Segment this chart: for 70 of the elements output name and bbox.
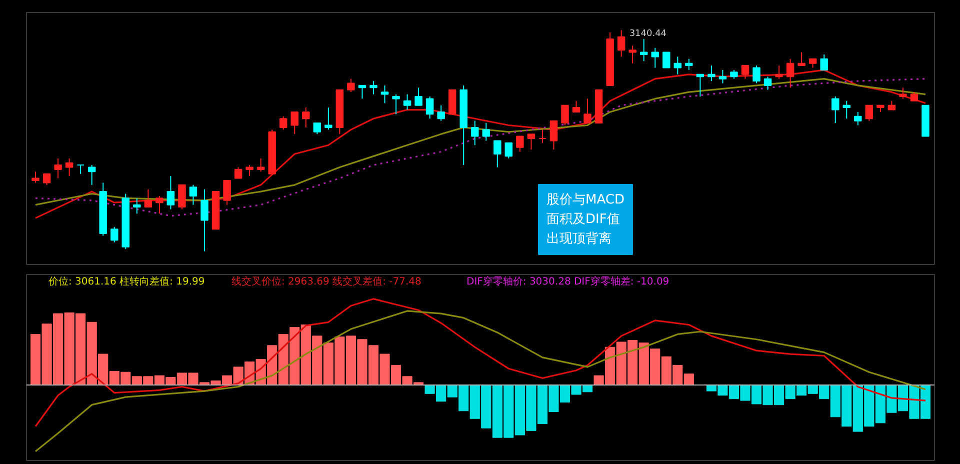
candlestick — [133, 198, 141, 214]
candlestick — [347, 78, 355, 93]
candlestick — [820, 54, 828, 70]
candlestick — [899, 87, 907, 100]
candlestick — [685, 58, 693, 70]
candlestick — [550, 120, 558, 150]
candlestick — [234, 166, 242, 179]
candlestick — [223, 180, 231, 206]
candlestick — [628, 45, 636, 64]
candlestick — [617, 30, 626, 58]
candlestick — [741, 65, 750, 80]
candlestick — [696, 74, 704, 97]
candlestick — [561, 104, 569, 126]
candlestick — [798, 52, 806, 66]
candlestick — [651, 47, 659, 68]
candlestick — [178, 184, 186, 210]
text: DIF穿零轴价: 3030.28 DIF穿零轴差: -10.09 — [466, 276, 670, 288]
candlestick — [854, 111, 862, 126]
candlestick — [290, 111, 298, 135]
candlestick — [414, 87, 422, 106]
candlestick — [584, 98, 592, 124]
annotation: 3140.44 — [629, 29, 667, 40]
candlestick — [662, 52, 670, 68]
candlestick — [865, 104, 874, 122]
candlestick — [166, 176, 175, 210]
candlestick — [516, 136, 524, 152]
annotation: 股价与MACD面积及DIF值出现顶背离 — [546, 192, 624, 246]
candlestick — [572, 100, 580, 112]
candlestick — [380, 84, 389, 104]
candlestick — [324, 107, 332, 130]
candlestick — [482, 122, 490, 142]
candlestick — [538, 129, 546, 144]
candlestick — [640, 38, 648, 62]
candlestick — [470, 120, 479, 146]
candlestick — [527, 134, 536, 150]
candlestick — [708, 65, 716, 82]
candlestick — [370, 80, 378, 95]
candlestick — [110, 226, 118, 243]
candlestick — [764, 76, 772, 90]
candlestick — [494, 140, 502, 168]
candlestick — [42, 173, 51, 186]
text: 线交叉价位: 2963.69 线交叉差值: -77.48 — [232, 276, 422, 288]
candlestick — [32, 171, 40, 184]
candlestick — [246, 164, 254, 177]
text: 价位: 3061.16 柱转向差值: 19.99 — [48, 276, 205, 288]
candlestick — [279, 116, 288, 130]
candlestick — [426, 96, 434, 120]
candlestick — [786, 58, 794, 88]
candlestick — [156, 195, 164, 214]
candlestick — [842, 100, 851, 120]
candlestick — [256, 158, 265, 172]
candlestick — [54, 158, 62, 179]
candlestick — [144, 188, 152, 208]
candlestick — [831, 96, 840, 124]
candlestick — [504, 142, 513, 159]
candlestick — [302, 107, 310, 128]
candlestick — [189, 184, 198, 206]
candlestick — [392, 94, 400, 115]
candlestick — [403, 94, 412, 110]
candlestick — [718, 69, 727, 84]
candlestick — [358, 84, 366, 100]
candlestick — [437, 104, 445, 122]
candlestick — [313, 122, 322, 135]
candlestick — [88, 164, 96, 186]
candlestick — [65, 158, 74, 177]
candlestick — [674, 56, 682, 75]
candlestick — [752, 65, 760, 84]
candlestick — [200, 188, 208, 252]
candlestick — [775, 65, 783, 80]
candlestick — [76, 164, 84, 174]
